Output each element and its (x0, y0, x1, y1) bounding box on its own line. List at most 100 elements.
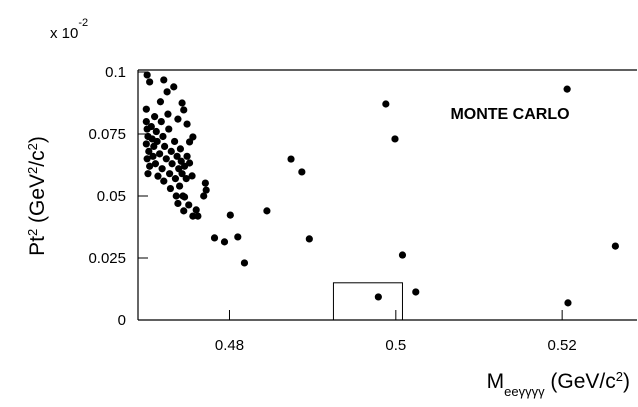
data-point (201, 179, 209, 187)
data-point (182, 175, 190, 183)
data-point (174, 199, 182, 208)
data-point (146, 78, 154, 86)
data-point (183, 152, 191, 160)
data-point (374, 293, 382, 301)
x-tick-label: 0.52 (548, 337, 577, 354)
data-point (173, 152, 181, 160)
y-axis-label: Pt2 (GeV2/c2) (25, 136, 50, 256)
multiplier-base: x 10 (50, 25, 78, 42)
y-tick-label: 0.05 (97, 188, 126, 205)
data-point (200, 192, 208, 200)
data-point (185, 138, 194, 146)
label-text: (GeV (26, 174, 49, 229)
data-point (226, 211, 234, 219)
data-point (172, 192, 180, 200)
label-text: /c (26, 150, 49, 166)
data-point (157, 118, 165, 126)
superscript: 2 (616, 369, 623, 384)
y-tick-label: 0.075 (88, 126, 126, 143)
data-point (160, 76, 168, 84)
data-point (263, 207, 271, 215)
x-tick-label: 0.5 (385, 337, 406, 354)
annotation: MONTE CARLO (450, 106, 569, 123)
data-point (220, 238, 229, 246)
data-point (168, 160, 176, 168)
data-point (156, 98, 165, 106)
data-point (210, 234, 219, 242)
data-point (163, 88, 171, 96)
data-point (188, 172, 196, 180)
data-point (189, 212, 197, 220)
data-point (170, 83, 178, 91)
data-point (412, 288, 420, 296)
data-point (180, 106, 188, 114)
data-point (143, 155, 151, 163)
data-point (194, 212, 202, 220)
signal-box (332, 282, 403, 321)
data-point (398, 251, 407, 259)
data-point (161, 142, 169, 150)
data-point (178, 170, 186, 178)
data-point (183, 120, 191, 128)
data-point (165, 125, 173, 133)
data-point (145, 147, 153, 155)
data-point (563, 85, 571, 93)
data-point (160, 177, 168, 185)
data-point (175, 182, 184, 190)
label-text: M (487, 370, 505, 393)
data-point (162, 155, 170, 163)
subscript: eeγγγγ (504, 384, 545, 399)
data-point (287, 155, 295, 163)
data-point (391, 135, 399, 143)
label-text: (GeV/c (545, 370, 616, 393)
data-point (164, 110, 172, 118)
data-point (179, 192, 187, 200)
data-point (152, 127, 160, 136)
data-point (298, 168, 306, 176)
data-point (176, 145, 185, 153)
x-tick-label: 0.48 (215, 337, 244, 354)
data-point (142, 140, 150, 148)
data-point (192, 206, 200, 214)
data-point (180, 207, 188, 215)
data-point (564, 299, 572, 307)
y-tick-label: 0.1 (105, 64, 126, 81)
x-axis-label: Meeγγγγ (GeV/c2) (487, 369, 630, 399)
data-point (174, 115, 182, 123)
multiplier-exponent: -2 (78, 17, 88, 29)
y-tick-label: 0.025 (88, 250, 126, 267)
data-point (234, 233, 242, 241)
data-point (153, 137, 161, 146)
y-tick-label: 0 (118, 312, 126, 329)
data-point (142, 105, 150, 113)
data-point (611, 242, 619, 250)
superscript: 2 (25, 167, 40, 174)
superscript: 2 (25, 143, 40, 150)
data-point (167, 147, 175, 155)
data-point (147, 122, 155, 131)
data-point (166, 184, 175, 193)
data-point (142, 118, 150, 126)
label-text: ) (623, 370, 630, 393)
data-point (151, 113, 159, 121)
data-point (305, 235, 313, 243)
data-point (154, 172, 162, 180)
data-point (149, 152, 157, 160)
data-point (178, 99, 186, 107)
data-point (156, 150, 164, 158)
data-point (185, 201, 193, 209)
axis-multiplier: x 10-2 (50, 17, 88, 42)
data-point (144, 170, 152, 178)
superscript: 2 (25, 229, 40, 236)
data-point (146, 162, 154, 170)
data-point (180, 162, 189, 170)
data-point (151, 160, 160, 168)
data-point (143, 71, 151, 79)
data-point (171, 175, 180, 183)
data-point (166, 170, 174, 178)
data-point (382, 100, 390, 108)
data-point (240, 259, 249, 267)
data-point (202, 186, 210, 194)
data-point (170, 137, 179, 146)
